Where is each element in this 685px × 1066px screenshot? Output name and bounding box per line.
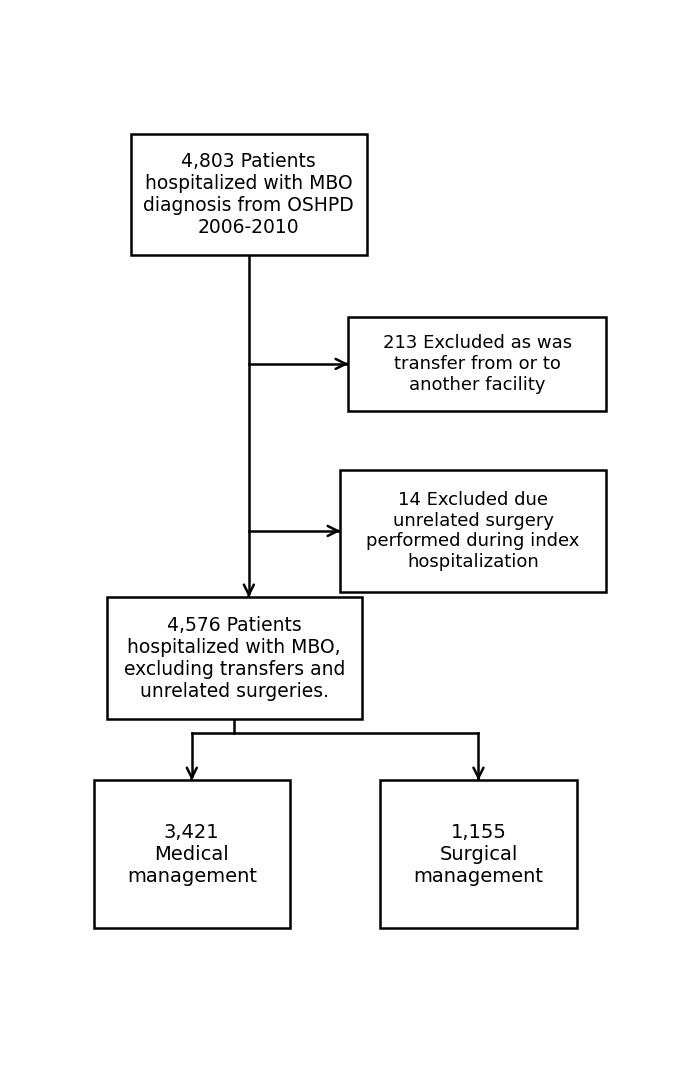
Text: 14 Excluded due
unrelated surgery
performed during index
hospitalization: 14 Excluded due unrelated surgery perfor… [366,490,580,571]
FancyBboxPatch shape [340,470,606,592]
FancyBboxPatch shape [94,780,290,928]
FancyBboxPatch shape [349,317,606,411]
Text: 3,421
Medical
management: 3,421 Medical management [127,823,257,886]
FancyBboxPatch shape [131,133,367,255]
FancyBboxPatch shape [380,780,577,928]
FancyBboxPatch shape [107,597,362,718]
Text: 1,155
Surgical
management: 1,155 Surgical management [414,823,543,886]
Text: 213 Excluded as was
transfer from or to
another facility: 213 Excluded as was transfer from or to … [383,334,572,393]
Text: 4,576 Patients
hospitalized with MBO,
excluding transfers and
unrelated surgerie: 4,576 Patients hospitalized with MBO, ex… [123,616,345,700]
Text: 4,803 Patients
hospitalized with MBO
diagnosis from OSHPD
2006-2010: 4,803 Patients hospitalized with MBO dia… [143,152,354,237]
